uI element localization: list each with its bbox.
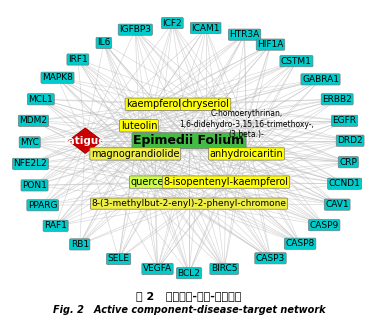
Text: Fig. 2   Active component-disease-target network: Fig. 2 Active component-disease-target n… <box>53 305 325 316</box>
Text: GABRA1: GABRA1 <box>302 75 339 84</box>
Text: BIRC5: BIRC5 <box>211 264 237 273</box>
Text: MCL1: MCL1 <box>28 95 53 104</box>
Text: IGFBP3: IGFBP3 <box>119 25 151 34</box>
Text: chryseriol: chryseriol <box>182 99 229 109</box>
Text: PPARG: PPARG <box>28 201 57 210</box>
Text: DRD2: DRD2 <box>337 136 363 145</box>
Text: ICF2: ICF2 <box>163 19 182 28</box>
Text: IL6: IL6 <box>97 38 110 47</box>
Text: magnograndiolide: magnograndiolide <box>91 149 180 159</box>
Text: luteolin: luteolin <box>121 121 157 131</box>
Text: MDM2: MDM2 <box>19 116 47 125</box>
Text: RB1: RB1 <box>71 240 89 249</box>
Text: CSTM1: CSTM1 <box>281 57 312 66</box>
Text: anhydroicaritin: anhydroicaritin <box>209 149 283 159</box>
Text: CASP9: CASP9 <box>310 221 339 230</box>
Text: Epimedii Folium: Epimedii Folium <box>133 134 245 147</box>
Text: EGFR: EGFR <box>333 116 356 125</box>
Text: kaempferol: kaempferol <box>126 99 181 109</box>
Text: 8-(3-methylbut-2-enyl)-2-phenyl-chromone: 8-(3-methylbut-2-enyl)-2-phenyl-chromone <box>91 199 287 208</box>
Text: C-homoerythrinan,
1,6-didehydro-3,15,16-trimethoxy-,
(3.beta.)-: C-homoerythrinan, 1,6-didehydro-3,15,16-… <box>179 109 314 139</box>
Text: quercetin: quercetin <box>131 177 177 187</box>
Text: CASP3: CASP3 <box>256 254 285 263</box>
Text: CCND1: CCND1 <box>328 179 361 188</box>
Text: CRP: CRP <box>339 158 357 167</box>
Text: ICAM1: ICAM1 <box>191 24 220 33</box>
Text: BCL2: BCL2 <box>178 269 200 278</box>
Text: 8-isopentenyl-kaempferol: 8-isopentenyl-kaempferol <box>164 177 288 187</box>
Text: fatigue: fatigue <box>64 136 107 146</box>
Text: 图 2   活性成分-疾病-靶点网络: 图 2 活性成分-疾病-靶点网络 <box>136 291 242 301</box>
Text: CASP8: CASP8 <box>285 239 315 248</box>
Text: HTR3A: HTR3A <box>229 30 260 39</box>
Text: SELE: SELE <box>108 254 130 263</box>
Text: IRF1: IRF1 <box>68 55 88 64</box>
Polygon shape <box>69 128 102 153</box>
Text: RAF1: RAF1 <box>44 221 67 230</box>
Text: ERBB2: ERBB2 <box>322 95 352 104</box>
Text: PON1: PON1 <box>22 181 47 190</box>
Text: NFE2L2: NFE2L2 <box>14 159 47 168</box>
Text: MYC: MYC <box>20 138 39 147</box>
Text: MAPK8: MAPK8 <box>42 73 73 82</box>
Text: VEGFA: VEGFA <box>143 264 172 273</box>
Text: HIF1A: HIF1A <box>257 40 284 49</box>
Text: CAV1: CAV1 <box>325 200 349 209</box>
